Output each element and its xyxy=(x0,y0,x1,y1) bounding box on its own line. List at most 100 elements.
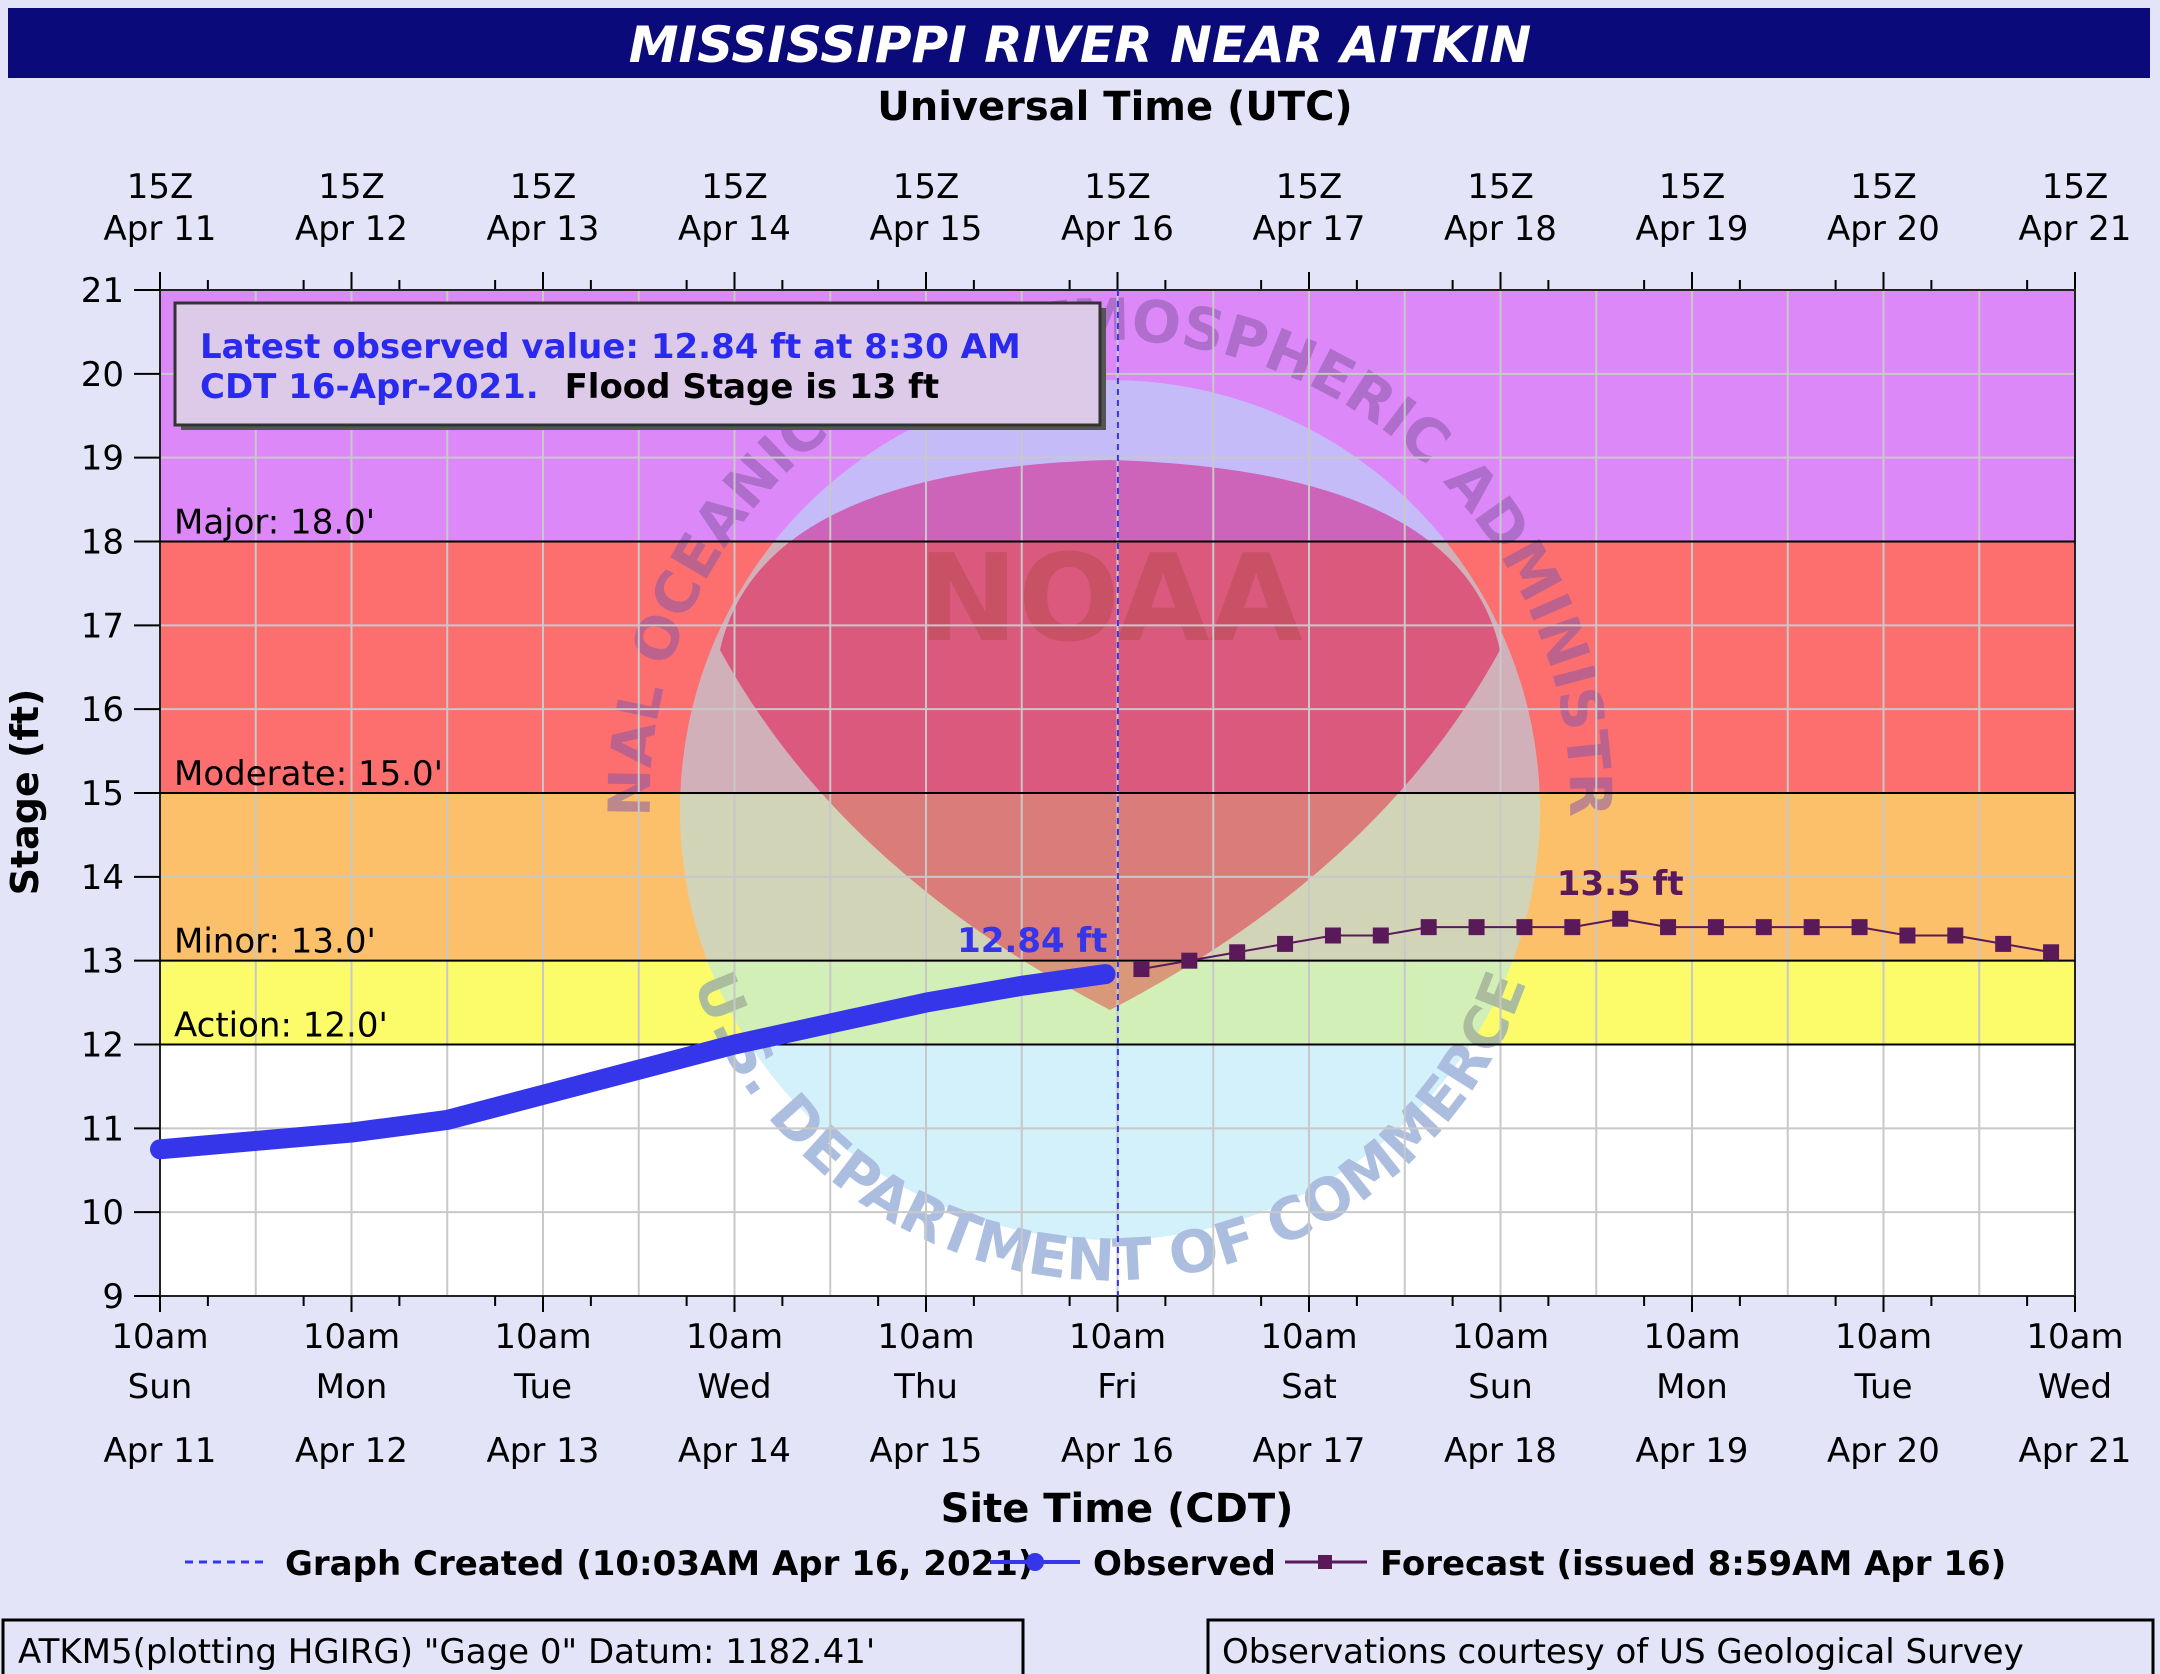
bottom-tick-date: Apr 21 xyxy=(2019,1431,2132,1471)
bottom-tick-day: Wed xyxy=(2038,1367,2112,1407)
y-tick-label: 10 xyxy=(81,1193,124,1233)
bottom-tick-day: Sun xyxy=(128,1367,193,1407)
bottom-tick-day: Fri xyxy=(1097,1367,1138,1407)
observed-point xyxy=(1097,966,1114,983)
bottom-tick-date: Apr 20 xyxy=(1827,1431,1940,1471)
top-tick-hour: 15Z xyxy=(127,167,194,207)
top-tick-hour: 15Z xyxy=(893,167,960,207)
y-tick-label: 9 xyxy=(102,1277,124,1317)
legend: Graph Created (10:03AM Apr 16, 2021) Obs… xyxy=(185,1544,2006,1584)
legend-forecast-label: Forecast (issued 8:59AM Apr 16) xyxy=(1380,1544,2006,1584)
forecast-point xyxy=(1324,927,1341,944)
info-line-2-flood: Flood Stage is 13 ft xyxy=(565,367,940,407)
bottom-tick-date: Apr 11 xyxy=(104,1431,217,1471)
bottom-tick-time: 10am xyxy=(1069,1317,1166,1357)
legend-observed-label: Observed xyxy=(1093,1544,1276,1584)
top-tick-hour: 15Z xyxy=(1467,167,1534,207)
y-tick-label: 13 xyxy=(81,942,124,982)
y-tick-label: 11 xyxy=(81,1109,124,1149)
y-tick-label: 16 xyxy=(81,690,124,730)
forecast-point xyxy=(1372,927,1389,944)
top-tick-date: Apr 15 xyxy=(870,209,983,249)
bottom-tick-time: 10am xyxy=(1452,1317,1549,1357)
forecast-point xyxy=(1612,910,1629,927)
noaa-watermark: NOAA NATIONAL OCEANIC AND ATMOSPHERIC AD… xyxy=(160,290,1624,1295)
bottom-tick-date: Apr 15 xyxy=(870,1431,983,1471)
threshold-moderate-label: Moderate: 15.0' xyxy=(174,754,443,794)
threshold-major-label: Major: 18.0' xyxy=(174,503,375,543)
footer-right-box xyxy=(1206,1618,2155,1674)
observed-point xyxy=(439,1111,456,1128)
forecast-point xyxy=(1468,919,1485,936)
bottom-tick-date: Apr 13 xyxy=(487,1431,600,1471)
observed-point xyxy=(152,1141,168,1158)
watermark-bird xyxy=(720,460,1500,1010)
y-tick-label: 17 xyxy=(81,606,124,646)
info-line-2: CDT 16-Apr-2021. Flood Stage is 13 ft xyxy=(200,367,939,407)
y-tick-label: 18 xyxy=(81,523,124,563)
top-tick-date: Apr 18 xyxy=(1444,209,1557,249)
bottom-tick-date: Apr 14 xyxy=(678,1431,791,1471)
top-tick-hour: 15Z xyxy=(1276,167,1343,207)
forecast-point xyxy=(1516,919,1533,936)
y-tick-label: 19 xyxy=(81,439,124,479)
bottom-tick-time: 10am xyxy=(303,1317,400,1357)
footer-left-box xyxy=(1,1618,1025,1674)
series-layer: 12.84 ft 13.5 ft xyxy=(150,864,2060,1160)
title-bar xyxy=(8,8,2150,78)
forecast-peak-label: 13.5 ft xyxy=(1557,864,1684,904)
bottom-tick-time: 10am xyxy=(877,1317,974,1357)
bottom-tick-day: Mon xyxy=(1656,1367,1728,1407)
top-tick-date: Apr 12 xyxy=(295,209,408,249)
observed-last-label: 12.84 ft xyxy=(957,921,1107,961)
top-tick-hour: 15Z xyxy=(1659,167,1726,207)
bottom-tick-time: 10am xyxy=(111,1317,208,1357)
forecast-point xyxy=(1755,919,1772,936)
bottom-tick-day: Wed xyxy=(697,1367,771,1407)
y-tick-label: 12 xyxy=(81,1026,124,1066)
threshold-action-label: Action: 12.0' xyxy=(174,1006,388,1046)
forecast-point xyxy=(2043,944,2060,961)
top-tick-hour: 15Z xyxy=(701,167,768,207)
bottom-tick-time: 10am xyxy=(2026,1317,2123,1357)
y-axis-ticks: 9 10 11 12 13 14 15 16 17 18 19 20 21 xyxy=(81,271,160,1317)
forecast-point xyxy=(1133,961,1150,978)
forecast-point xyxy=(1229,944,1246,961)
legend-created-label: Graph Created (10:03AM Apr 16, 2021) xyxy=(285,1544,1033,1584)
info-line-2-date: CDT 16-Apr-2021. xyxy=(200,367,539,407)
forecast-point xyxy=(1564,919,1581,936)
threshold-lines: Action: 12.0' Minor: 13.0' Moderate: 15.0'… xyxy=(160,503,2075,1046)
y-tick-label: 21 xyxy=(81,271,124,311)
info-box: Latest observed value: 12.84 ft at 8:30 … xyxy=(173,301,1106,430)
bottom-tick-day: Thu xyxy=(893,1367,958,1407)
bottom-tick-time: 10am xyxy=(686,1317,783,1357)
forecast-point xyxy=(1947,927,1964,944)
bottom-tick-date: Apr 19 xyxy=(1636,1431,1749,1471)
top-tick-hour: 15Z xyxy=(2042,167,2109,207)
top-tick-date: Apr 14 xyxy=(678,209,791,249)
chart-title: MISSISSIPPI RIVER NEAR AITKIN xyxy=(629,16,1531,74)
observed-point xyxy=(247,1132,264,1149)
forecast-point xyxy=(1707,919,1724,936)
observed-point xyxy=(918,994,934,1011)
top-tick-hour: 15Z xyxy=(1850,167,1917,207)
bottom-tick-time: 10am xyxy=(1260,1317,1357,1357)
top-tick-hour: 15Z xyxy=(1084,167,1151,207)
bottom-tick-day: Sun xyxy=(1468,1367,1533,1407)
observed-point xyxy=(630,1061,647,1078)
bottom-tick-date: Apr 17 xyxy=(1253,1431,1366,1471)
top-tick-date: Apr 13 xyxy=(487,209,600,249)
forecast-point xyxy=(1277,935,1294,952)
forecast-point xyxy=(1803,919,1820,936)
forecast-point xyxy=(1851,919,1868,936)
bottom-tick-date: Apr 18 xyxy=(1444,1431,1557,1471)
y-tick-label: 14 xyxy=(81,858,124,898)
forecast-point xyxy=(1995,935,2012,952)
observed-point xyxy=(535,1086,551,1103)
top-tick-date: Apr 21 xyxy=(2019,209,2132,249)
top-tick-date: Apr 17 xyxy=(1253,209,1366,249)
top-tick-date: Apr 19 xyxy=(1636,209,1749,249)
observed-point xyxy=(1013,977,1030,994)
